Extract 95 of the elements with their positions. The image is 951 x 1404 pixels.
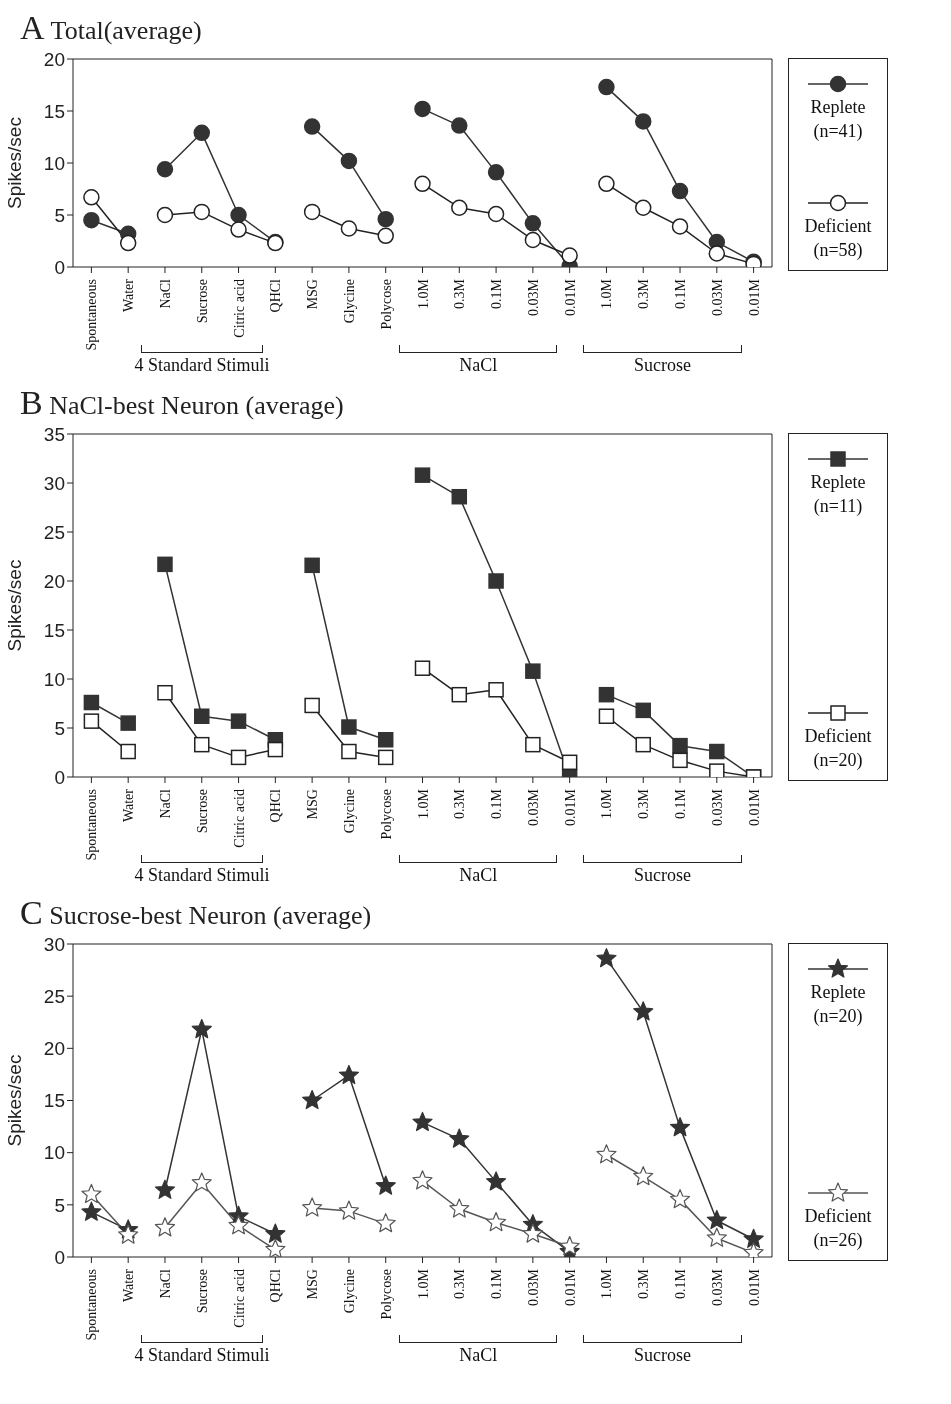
legend-label: Replete (n=20) xyxy=(809,981,867,1028)
y-tick-label: 20 xyxy=(43,48,65,70)
legend-label: Replete (n=41) xyxy=(809,96,867,143)
legend-label: Deficient (n=26) xyxy=(803,1205,873,1252)
x-tick-label: Spontaneous xyxy=(84,279,100,351)
x-tick-label: 0.01M xyxy=(562,1268,578,1306)
x-tick-label: Polycose xyxy=(378,1269,394,1320)
x-tick-label: MSG xyxy=(305,1269,321,1300)
x-tick-label: 0.3M xyxy=(452,788,468,819)
y-tick-label: 15 xyxy=(43,1090,65,1112)
x-tick-label: Sucrose xyxy=(194,789,210,834)
x-tick-label: 1.0M xyxy=(415,1268,431,1299)
x-tick-label: 0.03M xyxy=(709,1268,725,1306)
y-tick-label: 30 xyxy=(43,933,65,955)
text: Sucrose xyxy=(632,865,692,886)
y-tick-label: 15 xyxy=(43,619,65,641)
y-tick-label: 20 xyxy=(43,570,65,592)
x-tick-label: Citric acid xyxy=(231,789,247,848)
x-tick-label: 0.1M xyxy=(673,788,689,819)
x-tick-label: 0.01M xyxy=(746,278,762,316)
text: Sucrose xyxy=(632,355,692,376)
x-tick-label: 0.3M xyxy=(636,278,652,309)
x-tick-label: 0.3M xyxy=(452,278,468,309)
x-tick-label: Water xyxy=(121,788,137,823)
x-tick-label: Citric acid xyxy=(231,279,247,338)
text: 4 Standard Stimuli xyxy=(133,865,271,886)
text: NaCl xyxy=(458,355,499,376)
chart-title: A Total(average) xyxy=(19,8,203,48)
x-tick-label: 1.0M xyxy=(599,788,615,819)
x-tick-label: 0.1M xyxy=(673,278,689,309)
y-tick-label: 5 xyxy=(54,1194,65,1216)
x-tick-label: 0.1M xyxy=(489,788,505,819)
x-tick-label: 0.03M xyxy=(525,788,541,826)
x-tick-label: 1.0M xyxy=(415,788,431,819)
x-tick-label: 0.01M xyxy=(746,788,762,826)
y-tick-label: 10 xyxy=(43,152,65,174)
x-tick-label: Spontaneous xyxy=(84,1269,100,1341)
y-tick-label: 0 xyxy=(54,766,65,788)
y-tick-label: 25 xyxy=(43,521,65,543)
text: Sucrose xyxy=(632,1345,692,1366)
x-tick-label: NaCl xyxy=(157,788,173,819)
x-tick-label: 1.0M xyxy=(599,1268,615,1299)
legend-label: Replete (n=11) xyxy=(809,471,867,518)
x-tick-label: 0.1M xyxy=(489,1268,505,1299)
x-tick-label: Spontaneous xyxy=(84,789,100,861)
y-tick-label: 10 xyxy=(43,1142,65,1164)
y-tick-label: 20 xyxy=(43,1038,65,1060)
chart-title: B NaCl-best Neuron (average) xyxy=(19,383,345,423)
x-tick-label: 0.1M xyxy=(489,278,505,309)
x-tick-label: Glycine xyxy=(341,279,357,324)
x-tick-label: 0.1M xyxy=(673,1268,689,1299)
x-tick-label: NaCl xyxy=(157,278,173,309)
x-tick-label: 0.03M xyxy=(709,278,725,316)
x-tick-label: 0.3M xyxy=(636,1268,652,1299)
y-tick-label: 0 xyxy=(54,256,65,278)
legend-label: Deficient (n=58) xyxy=(803,215,873,262)
x-tick-label: Citric acid xyxy=(231,1269,247,1328)
x-tick-label: 0.03M xyxy=(709,788,725,826)
x-tick-label: QHCl xyxy=(268,788,284,823)
x-tick-label: Glycine xyxy=(341,1269,357,1314)
y-tick-label: 25 xyxy=(43,985,65,1007)
x-tick-label: QHCl xyxy=(268,1268,284,1303)
x-tick-label: Glycine xyxy=(341,789,357,834)
text: NaCl xyxy=(458,1345,499,1366)
x-tick-label: 0.03M xyxy=(525,278,541,316)
x-tick-label: 1.0M xyxy=(415,278,431,309)
x-tick-label: 1.0M xyxy=(599,278,615,309)
y-tick-label: 15 xyxy=(43,100,65,122)
x-tick-label: Water xyxy=(121,1268,137,1303)
text: 4 Standard Stimuli xyxy=(133,1345,271,1366)
x-tick-label: 0.01M xyxy=(562,788,578,826)
chart-title: C Sucrose-best Neuron (average) xyxy=(19,893,373,933)
x-tick-label: 0.03M xyxy=(525,1268,541,1306)
y-tick-label: 10 xyxy=(43,668,65,690)
x-tick-label: MSG xyxy=(305,279,321,310)
x-tick-label: 0.01M xyxy=(562,278,578,316)
legend-label: Deficient (n=20) xyxy=(803,725,873,772)
text: NaCl xyxy=(458,865,499,886)
y-tick-label: 5 xyxy=(54,204,65,226)
x-tick-label: MSG xyxy=(305,789,321,820)
x-tick-label: 0.01M xyxy=(746,1268,762,1306)
y-tick-label: 30 xyxy=(43,472,65,494)
x-tick-label: Polycose xyxy=(378,789,394,840)
x-tick-label: Polycose xyxy=(378,279,394,330)
text: 4 Standard Stimuli xyxy=(133,355,271,376)
y-tick-label: 35 xyxy=(43,423,65,445)
x-tick-label: 0.3M xyxy=(636,788,652,819)
x-tick-label: 0.3M xyxy=(452,1268,468,1299)
x-tick-label: QHCl xyxy=(268,278,284,313)
y-tick-label: 0 xyxy=(54,1246,65,1268)
x-tick-label: Sucrose xyxy=(194,1269,210,1314)
x-tick-label: Water xyxy=(121,278,137,313)
x-tick-label: NaCl xyxy=(157,1268,173,1299)
x-tick-label: Sucrose xyxy=(194,279,210,324)
y-tick-label: 5 xyxy=(54,717,65,739)
